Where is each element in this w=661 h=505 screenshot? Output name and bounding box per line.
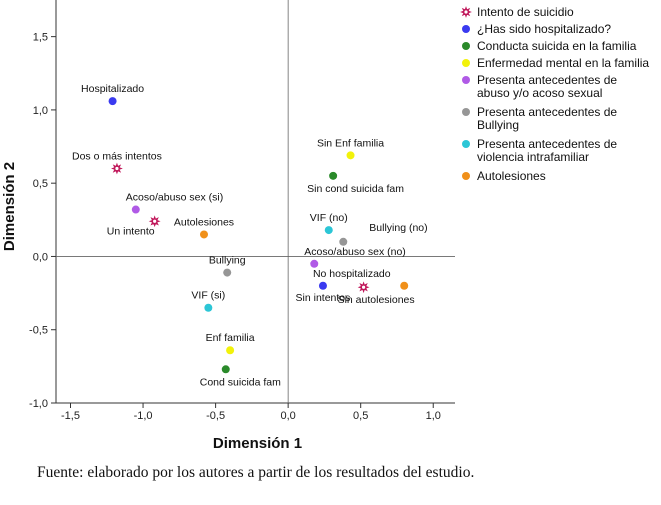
data-point xyxy=(223,268,232,277)
figure-caption: Fuente: elaborado por los autores a part… xyxy=(37,464,475,481)
data-point xyxy=(324,226,333,235)
data-point xyxy=(318,281,327,290)
legend-label: violencia intrafamiliar xyxy=(477,150,589,164)
legend-item: Autolesiones xyxy=(462,169,546,183)
legend-label: ¿Has sido hospitalizado? xyxy=(477,22,611,36)
y-tick-label: 0,5 xyxy=(33,178,48,190)
y-axis-title: Dimensión 2 xyxy=(1,162,18,251)
point-label: Enf familia xyxy=(206,332,255,344)
x-tick-label: 0,0 xyxy=(280,410,295,422)
legend-marker xyxy=(462,172,470,180)
legend-marker xyxy=(462,59,470,67)
data-point xyxy=(111,162,123,175)
data-point xyxy=(204,303,213,312)
legend-marker xyxy=(462,25,470,33)
data-point xyxy=(148,215,161,228)
data-point xyxy=(339,237,348,246)
point-label: No hospitalizado xyxy=(313,268,391,280)
data-point xyxy=(329,171,338,180)
x-tick-label: 1,0 xyxy=(426,410,441,422)
plot-area: -1,5 -1,0 -0,5 0,0 0,5 1,0 -1,0 -0,5 0,0 0,5 1,0 1,… xyxy=(1,0,455,452)
data-point xyxy=(131,205,140,214)
point-label: Autolesiones xyxy=(174,216,234,228)
legend-label: Presenta antecedentes de xyxy=(477,105,617,119)
legend-item: ¿Has sido hospitalizado? xyxy=(462,22,611,36)
data-point xyxy=(400,281,409,290)
legend-marker xyxy=(462,108,470,116)
point-label: Cond suicida fam xyxy=(200,376,281,388)
x-tick-label: -1,0 xyxy=(134,410,153,422)
legend-marker xyxy=(460,6,472,18)
point-label: VIF (no) xyxy=(310,212,348,224)
legend-label: Enfermedad mental en la familia xyxy=(477,56,649,70)
point-label: VIF (si) xyxy=(191,290,225,302)
legend-marker xyxy=(462,42,470,50)
legend-item: Conducta suicida en la familia xyxy=(462,39,637,53)
legend: Intento de suicidio ¿Has sido hospitaliza… xyxy=(460,5,649,183)
legend-label: Intento de suicidio xyxy=(477,5,574,19)
legend-marker xyxy=(462,140,470,148)
y-tick-label: -0,5 xyxy=(29,325,48,337)
point-label: Bullying xyxy=(209,255,246,267)
point-label: Dos o más intentos xyxy=(72,151,162,163)
data-point xyxy=(346,151,355,160)
data-point xyxy=(310,259,319,268)
y-tick-label: 1,0 xyxy=(33,105,48,117)
legend-label: Presenta antecedentes de xyxy=(477,73,617,87)
legend-label: Presenta antecedentes de xyxy=(477,137,617,151)
legend-marker xyxy=(462,76,470,84)
x-tick-label: -1,5 xyxy=(61,410,80,422)
data-point xyxy=(108,97,117,106)
data-point xyxy=(221,365,230,374)
point-label: Sin cond suicida fam xyxy=(307,183,404,195)
legend-label: Conducta suicida en la familia xyxy=(477,39,637,53)
data-point xyxy=(199,230,208,239)
point-label: Sin intentos xyxy=(296,292,351,304)
y-tick-label: 1,5 xyxy=(33,32,48,44)
x-tick-label: -0,5 xyxy=(206,410,225,422)
point-label: Sin autolesiones xyxy=(338,294,415,306)
legend-item: Intento de suicidio xyxy=(460,5,574,19)
x-tick-label: 0,5 xyxy=(353,410,368,422)
y-tick-label: -1,0 xyxy=(29,398,48,410)
point-label: Un intento xyxy=(107,225,155,237)
x-axis-title: Dimensión 1 xyxy=(213,435,302,452)
legend-label: abuso y/o acoso sexual xyxy=(477,86,602,100)
point-label: Hospitalizado xyxy=(81,83,144,95)
scatter-chart: -1,5 -1,0 -0,5 0,0 0,5 1,0 -1,0 -0,5 0,0 0,5 1,0 1,… xyxy=(1,0,649,452)
legend-item: Enfermedad mental en la familia xyxy=(462,56,649,70)
point-label: Acoso/abuso sex (no) xyxy=(304,246,406,258)
point-label: Acoso/abuso sex (si) xyxy=(126,192,223,204)
data-point xyxy=(357,281,370,294)
point-label: Sin Enf familia xyxy=(317,137,384,149)
y-tick-label: 0,0 xyxy=(33,251,48,263)
point-label: Bullying (no) xyxy=(369,222,427,234)
data-point xyxy=(226,346,235,355)
legend-label: Autolesiones xyxy=(477,169,546,183)
legend-label: Bullying xyxy=(477,118,519,132)
